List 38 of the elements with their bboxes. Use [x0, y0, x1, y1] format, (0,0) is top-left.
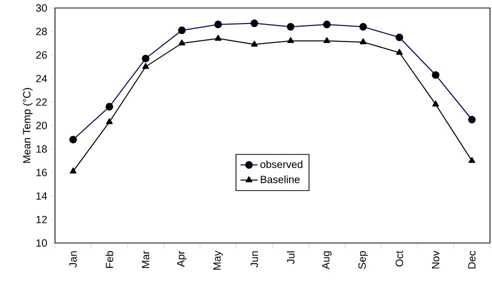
- y-tick-label: 16: [36, 168, 47, 176]
- y-tick-label: 28: [36, 28, 47, 36]
- x-tick-label: Sep: [358, 251, 368, 269]
- x-tick-label: Jun: [250, 251, 258, 268]
- y-tick-label: 22: [36, 98, 47, 106]
- y-tick-label: 30: [36, 4, 47, 12]
- x-tick-label: Jul: [286, 251, 294, 264]
- x-tick-label: Dec: [468, 250, 476, 268]
- y-tick-label: 12: [36, 216, 47, 224]
- legend-label: observed: [260, 160, 302, 168]
- y-tick-label: 10: [36, 239, 47, 247]
- point: [324, 37, 330, 44]
- point: [70, 168, 76, 174]
- x-tick-label: Nov: [432, 250, 440, 268]
- x-tick-label: Jan: [69, 251, 77, 268]
- legend-label: Baseline: [260, 175, 300, 184]
- y-axis-title: Mean Temp (°C): [22, 88, 33, 163]
- point: [396, 48, 403, 55]
- point: [106, 118, 113, 124]
- point: [142, 62, 149, 69]
- x-tick-label: Apr: [177, 250, 187, 267]
- point: [360, 38, 366, 44]
- point: [251, 40, 258, 47]
- point: [178, 39, 186, 46]
- point: [287, 37, 294, 44]
- y-tick-label: 18: [36, 145, 47, 153]
- y-tick-label: 14: [36, 192, 47, 200]
- x-tick-label: Aug: [322, 251, 332, 270]
- point: [468, 156, 476, 163]
- y-tick-label: 24: [36, 74, 47, 82]
- x-tick-label: Mar: [142, 250, 150, 268]
- x-tick-label: Feb: [106, 251, 114, 268]
- point: [214, 34, 222, 41]
- x-tick-label: Oct: [396, 250, 404, 266]
- y-tick-label: 26: [36, 51, 47, 59]
- point: [432, 100, 439, 106]
- x-tick-label: May: [213, 250, 223, 270]
- y-tick-label: 20: [36, 122, 47, 130]
